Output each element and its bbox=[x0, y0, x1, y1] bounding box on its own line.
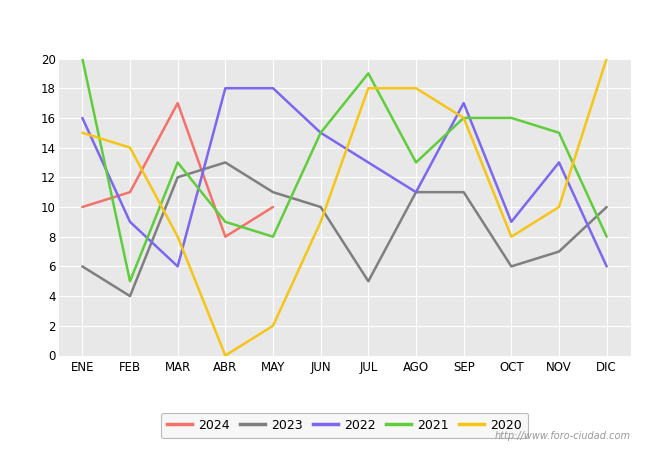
2020 bbox=[317, 219, 324, 225]
2022 bbox=[222, 86, 229, 91]
2023 bbox=[412, 189, 420, 195]
2020 bbox=[222, 353, 229, 358]
2020 bbox=[174, 234, 181, 239]
2021 bbox=[79, 56, 86, 61]
2023 bbox=[174, 175, 181, 180]
2021 bbox=[603, 234, 610, 239]
2021 bbox=[555, 130, 563, 135]
2022 bbox=[79, 115, 86, 121]
2020 bbox=[126, 145, 134, 150]
2024 bbox=[79, 204, 86, 210]
2023 bbox=[317, 204, 324, 210]
2024 bbox=[126, 189, 134, 195]
2021 bbox=[174, 160, 181, 165]
2021 bbox=[126, 279, 134, 284]
2023 bbox=[222, 160, 229, 165]
2022 bbox=[174, 264, 181, 269]
2024 bbox=[222, 234, 229, 239]
2020 bbox=[365, 86, 372, 91]
2023 bbox=[508, 264, 515, 269]
2021 bbox=[222, 219, 229, 225]
Text: http://www.foro-ciudad.com: http://www.foro-ciudad.com bbox=[495, 431, 630, 441]
2021 bbox=[365, 71, 372, 76]
2020 bbox=[412, 86, 420, 91]
2024 bbox=[174, 100, 181, 106]
2020 bbox=[508, 234, 515, 239]
Line: 2024: 2024 bbox=[83, 103, 273, 237]
Line: 2022: 2022 bbox=[83, 88, 606, 266]
2020 bbox=[79, 130, 86, 135]
Line: 2020: 2020 bbox=[83, 58, 606, 356]
Line: 2021: 2021 bbox=[83, 58, 606, 281]
2021 bbox=[269, 234, 277, 239]
2021 bbox=[317, 130, 324, 135]
2021 bbox=[460, 115, 467, 121]
2022 bbox=[603, 264, 610, 269]
2022 bbox=[365, 160, 372, 165]
2023 bbox=[603, 204, 610, 210]
Line: 2023: 2023 bbox=[83, 162, 606, 296]
2022 bbox=[412, 189, 420, 195]
2023 bbox=[79, 264, 86, 269]
2020 bbox=[269, 323, 277, 328]
2022 bbox=[555, 160, 563, 165]
2020 bbox=[555, 204, 563, 210]
2021 bbox=[508, 115, 515, 121]
2022 bbox=[508, 219, 515, 225]
2022 bbox=[269, 86, 277, 91]
2023 bbox=[460, 189, 467, 195]
2022 bbox=[126, 219, 134, 225]
2023 bbox=[126, 293, 134, 299]
2020 bbox=[603, 56, 610, 61]
Legend: 2024, 2023, 2022, 2021, 2020: 2024, 2023, 2022, 2021, 2020 bbox=[161, 413, 528, 438]
2021 bbox=[412, 160, 420, 165]
2023 bbox=[365, 279, 372, 284]
2023 bbox=[269, 189, 277, 195]
2023 bbox=[555, 249, 563, 254]
2022 bbox=[460, 100, 467, 106]
2024 bbox=[269, 204, 277, 210]
Text: Matriculaciones de Vehiculos en Camponaraya: Matriculaciones de Vehiculos en Camponar… bbox=[146, 12, 504, 27]
2022 bbox=[317, 130, 324, 135]
2020 bbox=[460, 115, 467, 121]
